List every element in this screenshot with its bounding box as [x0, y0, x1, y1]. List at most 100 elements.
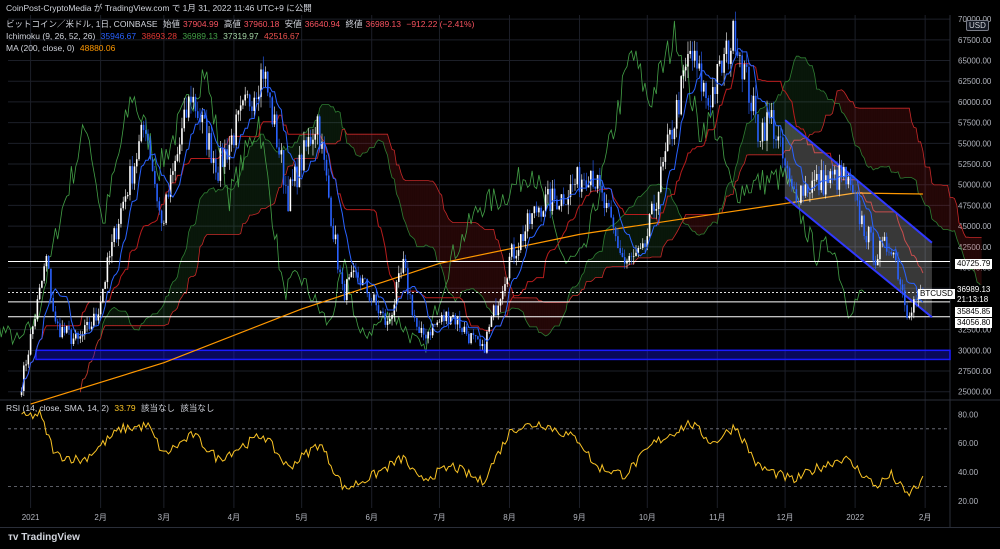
change-value: −912.22 (−2.41%) [406, 19, 475, 29]
ichimoku-cloud-segment [430, 181, 433, 248]
ichimoku-cloud-segment [473, 222, 476, 291]
rsi-legend[interactable]: RSI (14, close, SMA, 14, 2) 33.79 該当なし 該… [6, 403, 217, 414]
candle-body [504, 284, 506, 292]
candle-body [540, 207, 542, 217]
ichimoku-cloud-segment [407, 180, 411, 236]
ichimoku-cloud-segment [306, 128, 309, 159]
candle-body [745, 64, 748, 67]
candle-body [635, 252, 637, 257]
candle-body [242, 100, 244, 106]
candle-body [678, 100, 680, 115]
ichimoku-cloud-segment [927, 167, 930, 208]
candle-body [68, 325, 70, 330]
candle-body [239, 105, 242, 111]
candle-body [375, 294, 378, 306]
channel-lower-line[interactable] [784, 196, 933, 318]
ichimoku-cloud-segment [484, 229, 487, 308]
footer-bar: ᴛᴠ TradingView [0, 527, 1000, 549]
candle-body [553, 188, 556, 200]
ichimoku-cloud-segment [482, 227, 485, 301]
candle-body [59, 323, 61, 338]
tradingview-logo[interactable]: ᴛᴠ TradingView [8, 532, 80, 543]
candle-body [260, 69, 262, 97]
candle-body [287, 185, 289, 212]
candle-body [255, 97, 258, 100]
ichimoku-span-a: 37319.97 [223, 31, 259, 41]
ichimoku-cloud-segment [581, 272, 585, 290]
ichimoku-cloud-segment [236, 179, 239, 235]
candle-body [251, 106, 253, 111]
ichimoku-cloud-segment [629, 207, 632, 265]
candle-body [341, 272, 344, 284]
candle-body [605, 203, 608, 208]
candle-body [714, 87, 716, 95]
ichimoku-cloud-segment [247, 146, 250, 221]
candle-body [215, 158, 217, 173]
ichimoku-cloud-segment [828, 99, 831, 116]
ichimoku-cloud-segment [696, 214, 700, 236]
price-tag-level1: 40725.79 [955, 259, 993, 269]
ichimoku-tenkan: 35946.67 [100, 31, 137, 41]
candle-body [289, 179, 292, 212]
candle-body [876, 259, 879, 266]
candle-body [908, 315, 911, 318]
ichimoku-cloud-segment [527, 297, 530, 327]
candle-body [262, 69, 265, 79]
candle-body [630, 256, 633, 257]
ichimoku-cloud-segment [353, 134, 356, 155]
ichimoku-cloud-segment [841, 89, 844, 114]
candle-body [831, 171, 834, 175]
channel-upper-line[interactable] [784, 119, 933, 244]
x-tick-label: 12月 [777, 513, 794, 522]
candle-body [52, 297, 54, 312]
symbol-title[interactable]: ビットコイン／米ドル, 1日, COINBASE [6, 19, 158, 29]
ichimoku-cloud-segment [866, 108, 869, 168]
candle-body [144, 130, 147, 134]
ichimoku-cloud-segment [920, 141, 923, 201]
candle-body [795, 189, 798, 203]
ichimoku-legend[interactable]: Ichimoku (9, 26, 52, 26) 35946.67 38693.… [6, 31, 302, 42]
ichimoku-cloud-segment [416, 180, 420, 247]
ichimoku-cloud-segment [604, 229, 607, 271]
candle-body [813, 179, 816, 181]
ichimoku-cloud-segment [520, 297, 524, 313]
candle-body [149, 140, 152, 159]
ichimoku-cloud-segment [703, 214, 707, 234]
candle-body [761, 122, 764, 142]
ichimoku-cloud-segment [606, 227, 609, 268]
ichimoku-cloud-segment [572, 287, 576, 296]
candle-body [178, 144, 181, 155]
ichimoku-cloud-segment [495, 239, 499, 316]
ichimoku-cloud-segment [626, 207, 630, 267]
ichimoku-cloud-segment [251, 141, 255, 216]
ichimoku-cloud-segment [518, 297, 521, 311]
candle-body [422, 327, 425, 335]
currency-badge[interactable]: USD [966, 20, 989, 31]
ichimoku-cloud-segment [170, 281, 173, 316]
ichimoku-cloud-segment [396, 164, 399, 199]
candle-body [273, 114, 276, 125]
candle-body [836, 169, 838, 190]
ichimoku-cloud-segment [450, 221, 454, 297]
ichimoku-cloud-segment [161, 304, 164, 326]
symbol-tag[interactable]: BTCUSD [918, 289, 955, 299]
candle-body [594, 186, 597, 189]
ichimoku-cloud-segment [550, 302, 553, 333]
candle-body [70, 329, 73, 344]
candle-body [741, 55, 743, 80]
candle-body [558, 206, 560, 210]
candle-body [409, 294, 411, 295]
candle-body [84, 325, 86, 335]
ichimoku-cloud-segment [599, 251, 603, 278]
ichimoku-cloud-segment [224, 186, 228, 235]
ichimoku-cloud-segment [742, 133, 745, 167]
low-value: 36640.94 [304, 19, 341, 29]
candle-body [230, 135, 233, 145]
ma-legend[interactable]: MA (200, close, 0) 48880.06 [6, 43, 118, 54]
candle-body [154, 171, 156, 184]
candle-body [205, 118, 208, 150]
ichimoku-cloud-segment [477, 223, 481, 295]
ichimoku-cloud-segment [294, 142, 298, 159]
ichimoku-cloud-segment [382, 134, 386, 150]
